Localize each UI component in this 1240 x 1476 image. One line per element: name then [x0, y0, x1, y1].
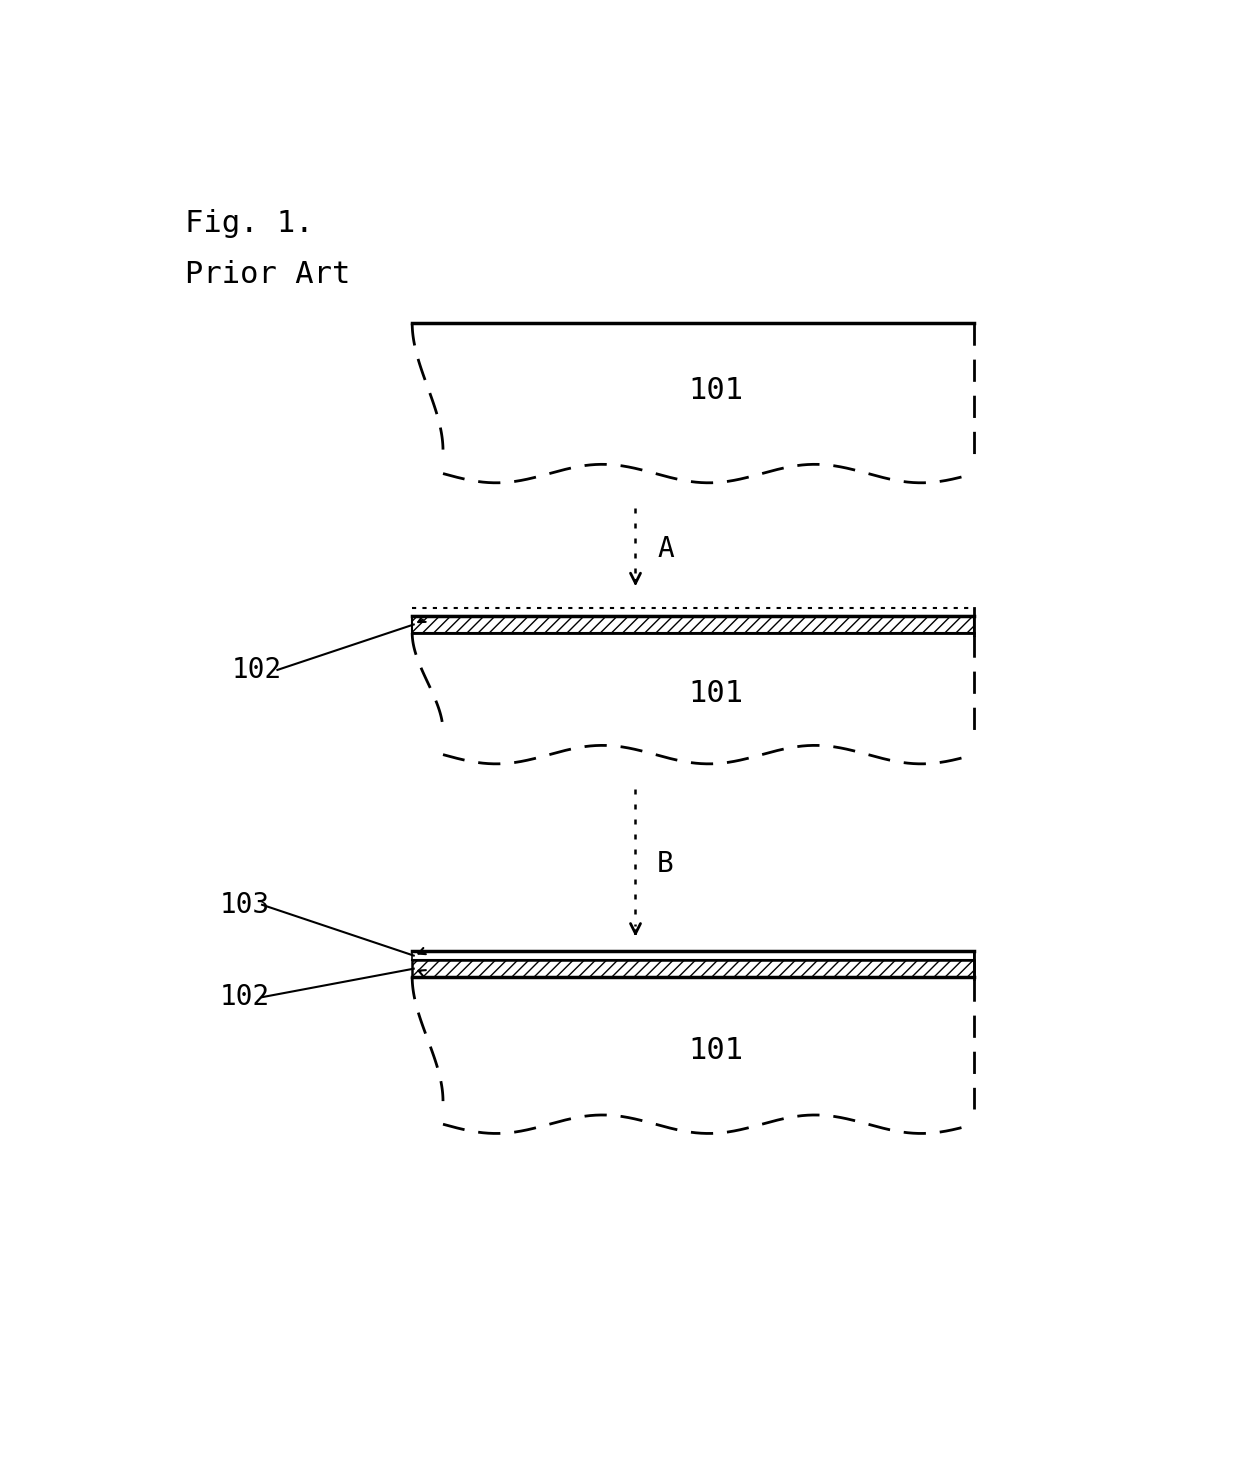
- Text: A: A: [657, 534, 673, 562]
- Bar: [412, 951, 975, 961]
- Text: 101: 101: [688, 679, 744, 708]
- Bar: [412, 615, 975, 633]
- Text: B: B: [657, 850, 673, 878]
- Text: 101: 101: [688, 376, 744, 406]
- Text: 103: 103: [219, 892, 270, 918]
- Text: Fig. 1.: Fig. 1.: [185, 210, 314, 239]
- Text: 102: 102: [231, 655, 281, 683]
- Text: 101: 101: [688, 1036, 744, 1066]
- Text: Prior Art: Prior Art: [185, 260, 351, 289]
- Bar: [412, 961, 975, 977]
- Text: 102: 102: [219, 983, 270, 1011]
